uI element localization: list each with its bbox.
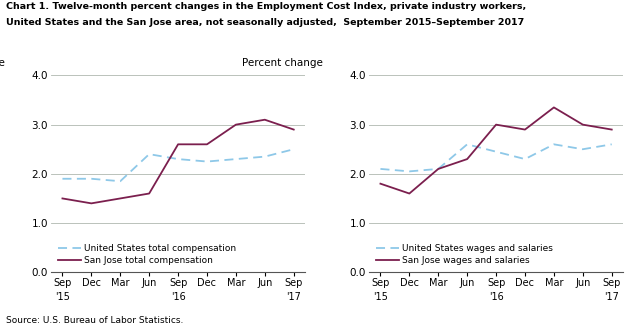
San Jose total compensation [59,196,66,200]
United States total compensation [59,177,66,181]
San Jose wages and salaries [579,123,586,127]
United States wages and salaries [464,142,471,146]
San Jose total compensation [261,118,268,122]
Text: '15: '15 [373,292,388,302]
San Jose total compensation [290,128,298,132]
United States wages and salaries [550,142,558,146]
United States wages and salaries [406,169,413,173]
San Jose total compensation [88,201,95,205]
Text: '17: '17 [286,292,301,302]
United States total compensation [116,179,124,183]
San Jose total compensation [232,123,240,127]
San Jose total compensation [146,192,153,195]
San Jose wages and salaries [464,157,471,161]
San Jose total compensation [116,196,124,200]
Legend: United States wages and salaries, San Jose wages and salaries: United States wages and salaries, San Jo… [373,242,556,268]
Line: United States wages and salaries: United States wages and salaries [380,144,612,171]
Text: Percent change: Percent change [242,58,322,68]
Legend: United States total compensation, San Jose total compensation: United States total compensation, San Jo… [55,242,239,268]
United States wages and salaries [492,150,500,154]
United States total compensation [290,147,298,151]
United States wages and salaries [608,142,616,146]
United States wages and salaries [521,157,529,161]
United States wages and salaries [579,147,586,151]
United States total compensation [232,157,240,161]
Text: '15: '15 [55,292,70,302]
San Jose total compensation [203,142,211,146]
Line: San Jose total compensation: San Jose total compensation [62,120,294,203]
Text: Percent change: Percent change [0,58,4,68]
United States total compensation [146,152,153,156]
Line: United States total compensation: United States total compensation [62,149,294,181]
Line: San Jose wages and salaries: San Jose wages and salaries [380,107,612,194]
San Jose wages and salaries [608,128,616,132]
United States total compensation [88,177,95,181]
United States total compensation [174,157,182,161]
San Jose total compensation [174,142,182,146]
San Jose wages and salaries [521,128,529,132]
Text: Chart 1. Twelve-month percent changes in the Employment Cost Index, private indu: Chart 1. Twelve-month percent changes in… [6,2,527,10]
San Jose wages and salaries [434,167,442,171]
San Jose wages and salaries [377,182,384,186]
Text: '17: '17 [604,292,619,302]
San Jose wages and salaries [550,105,558,109]
United States wages and salaries [434,167,442,171]
San Jose wages and salaries [406,192,413,195]
San Jose wages and salaries [492,123,500,127]
Text: '16: '16 [488,292,504,302]
Text: United States and the San Jose area, not seasonally adjusted,  September 2015–Se: United States and the San Jose area, not… [6,18,525,27]
Text: '16: '16 [170,292,186,302]
United States wages and salaries [377,167,384,171]
United States total compensation [203,159,211,163]
United States total compensation [261,155,268,159]
Text: Source: U.S. Bureau of Labor Statistics.: Source: U.S. Bureau of Labor Statistics. [6,316,184,325]
